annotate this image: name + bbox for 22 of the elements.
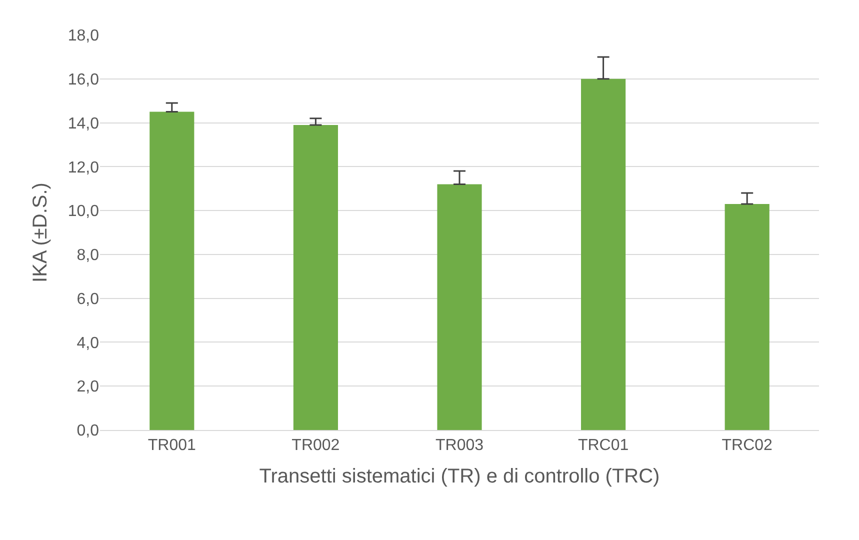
y-tick-label: 10,0 [68, 203, 100, 220]
y-tick-label: 6,0 [76, 290, 100, 308]
bar [724, 204, 770, 430]
y-tick-label: 8,0 [76, 247, 100, 264]
y-tick-label: 0,0 [76, 422, 100, 440]
x-tick-label: TR002 [292, 437, 340, 454]
bar [437, 184, 482, 430]
y-axis-title: IKA (±D.S.) [29, 182, 52, 282]
y-tick-label: 2,0 [76, 378, 100, 396]
y-tick-label: 14,0 [68, 115, 100, 132]
x-axis-title: Transetti sistematici (TR) e di controllo (TRC) [259, 466, 660, 488]
y-tick-label: 18,0 [68, 28, 100, 45]
x-tick-label: TRC01 [578, 437, 629, 454]
y-tick-label: 16,0 [68, 71, 100, 88]
y-tick-label: 12,0 [68, 159, 100, 176]
bar [293, 124, 338, 430]
y-tick-label: 4,0 [76, 334, 100, 352]
x-tick-label: TR003 [435, 437, 484, 454]
x-tick-label: TR001 [148, 437, 196, 454]
bar [150, 112, 194, 430]
x-tick-label: TRC02 [722, 437, 773, 454]
bar [581, 78, 626, 430]
